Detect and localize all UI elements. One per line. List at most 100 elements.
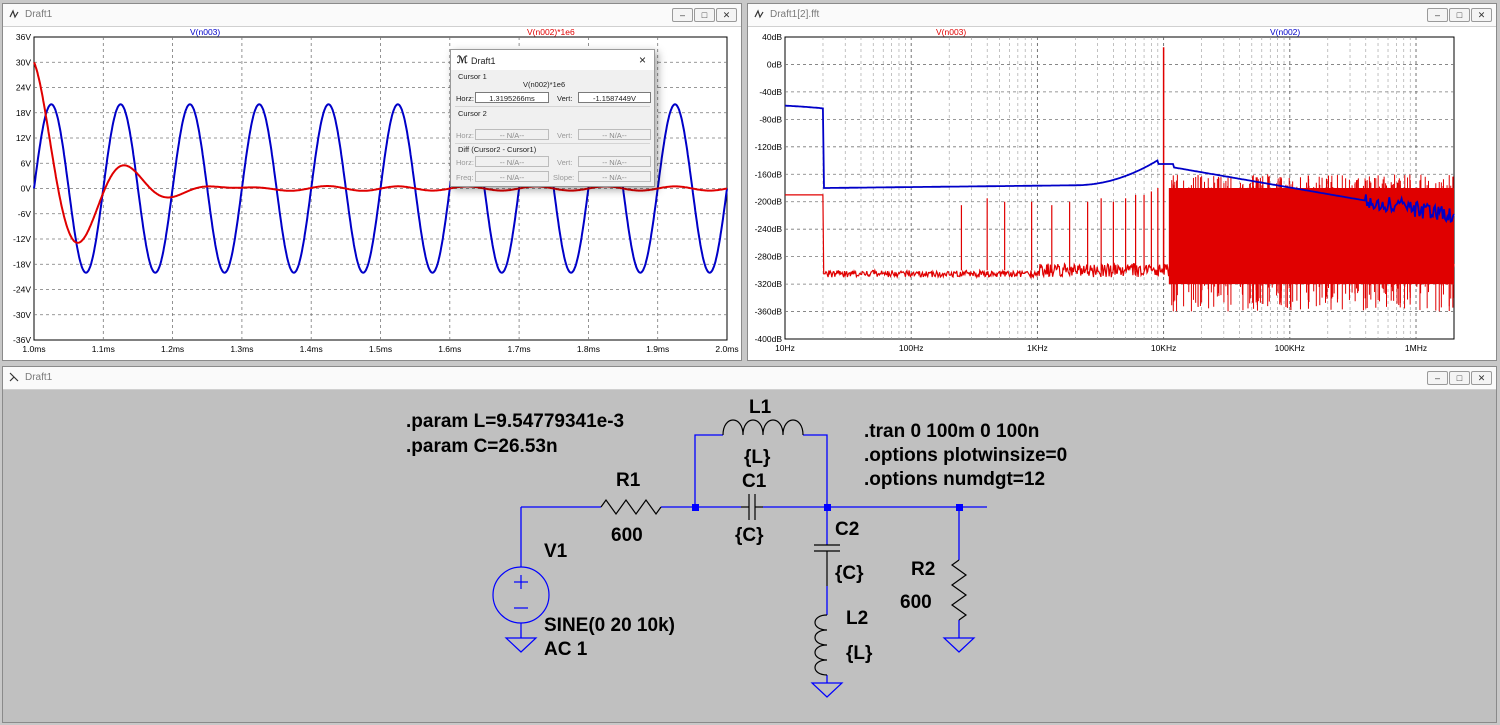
y-tick-label: 36V <box>16 32 31 42</box>
minimize-button[interactable]: – <box>1427 371 1448 385</box>
trace-label-v-n003[interactable]: V(n003) <box>190 27 220 37</box>
param-line-2[interactable]: .param C=26.53n <box>406 435 558 459</box>
r2-name[interactable]: R2 <box>911 558 935 582</box>
x-tick-label: 1.5ms <box>369 344 392 354</box>
fft-plot-area[interactable]: 40dB 0dB -40dB -80dB -120dB -160dB -200dB -240d… <box>748 27 1496 360</box>
c2-value[interactable]: {C} <box>835 562 864 586</box>
minimize-button[interactable]: – <box>1427 8 1448 22</box>
c1-value[interactable]: {C} <box>735 524 764 548</box>
y-tick-label: -160dB <box>755 169 783 179</box>
y-tick-label: 6V <box>21 158 32 168</box>
close-button[interactable]: ✕ <box>1471 371 1492 385</box>
param-line-1[interactable]: .param L=9.54779341e-3 <box>406 410 624 434</box>
x-tick-label: 100Hz <box>899 343 924 353</box>
r2-value[interactable]: 600 <box>900 591 932 615</box>
schematic-window[interactable]: Draft1 – □ ✕ <box>2 366 1497 723</box>
schematic-window-title: Draft1 <box>25 372 52 383</box>
fft-window[interactable]: Draft1[2].fft – □ ✕ 40dB 0dB -40dB -80dB -12… <box>747 3 1497 361</box>
x-tick-label: 1.2ms <box>161 344 184 354</box>
l1-inductor-symbol[interactable] <box>723 420 803 435</box>
cursor1-horz-field[interactable]: 1.3195266ms <box>475 92 549 103</box>
cursor1-vert-field[interactable]: -1.1587449V <box>578 92 651 103</box>
trace-label-v-n002[interactable]: V(n002) <box>1270 27 1300 37</box>
c2-name[interactable]: C2 <box>835 518 859 542</box>
y-tick-label: -360dB <box>755 307 783 317</box>
y-tick-label: -320dB <box>755 279 783 289</box>
cursor1-vert-label: Vert: <box>557 94 572 103</box>
v1-name[interactable]: V1 <box>544 540 567 564</box>
c1-name[interactable]: C1 <box>742 470 766 494</box>
y-tick-label: 18V <box>16 108 31 118</box>
l2-name[interactable]: L2 <box>846 607 868 631</box>
diff-slope-label: Slope: <box>553 173 574 182</box>
cursor2-horz-field: -- N/A-- <box>475 129 549 140</box>
maximize-button[interactable]: □ <box>694 8 715 22</box>
y-tick-label: 30V <box>16 57 31 67</box>
l1-name[interactable]: L1 <box>749 396 771 420</box>
cursor1-horz-label: Horz: <box>456 94 474 103</box>
minimize-button[interactable]: – <box>672 8 693 22</box>
diff-vert-field: -- N/A-- <box>578 156 651 167</box>
fft-app-icon <box>754 9 765 20</box>
cursor1-label: Cursor 1 <box>458 72 487 81</box>
cursor-dialog-title: Draft1 <box>471 56 496 66</box>
x-tick-label: 1.7ms <box>508 344 531 354</box>
x-tick-label: 1.1ms <box>92 344 115 354</box>
fft-plot[interactable]: 40dB 0dB -40dB -80dB -120dB -160dB -200dB -240d… <box>748 27 1496 360</box>
x-tick-label: 1KHz <box>1027 343 1048 353</box>
x-tick-label: 1.4ms <box>300 344 323 354</box>
schematic-canvas[interactable]: .param L=9.54779341e-3 .param C=26.53n .… <box>3 390 1496 722</box>
r2-resistor-symbol[interactable] <box>952 560 966 620</box>
cursor-app-icon: ℳ <box>457 55 468 66</box>
maximize-button[interactable]: □ <box>1449 8 1470 22</box>
trace-label-v-n003[interactable]: V(n003) <box>936 27 966 37</box>
y-tick-label: -18V <box>13 259 31 269</box>
v1-value-line-2[interactable]: AC 1 <box>544 638 587 662</box>
x-tick-label: 100KHz <box>1275 343 1305 353</box>
l2-inductor-symbol[interactable] <box>815 615 827 675</box>
r1-value[interactable]: 600 <box>611 524 643 548</box>
maximize-button[interactable]: □ <box>1449 371 1470 385</box>
x-tick-label: 1.8ms <box>577 344 600 354</box>
y-tick-label: -24V <box>13 285 31 295</box>
close-button[interactable]: ✕ <box>716 8 737 22</box>
y-tick-label: -200dB <box>755 197 783 207</box>
x-tick-label: 10Hz <box>775 343 795 353</box>
directive-line-1[interactable]: .tran 0 100m 0 100n <box>864 420 1039 444</box>
r1-name[interactable]: R1 <box>616 469 640 493</box>
directive-line-2[interactable]: .options plotwinsize=0 <box>864 444 1067 468</box>
v1-source-symbol[interactable] <box>493 560 549 630</box>
close-icon[interactable]: × <box>639 53 646 67</box>
fft-titlebar[interactable]: Draft1[2].fft – □ ✕ <box>748 4 1496 27</box>
x-tick-label: 1.3ms <box>230 344 253 354</box>
schematic-titlebar[interactable]: Draft1 – □ ✕ <box>3 367 1496 390</box>
waveform-titlebar[interactable]: Draft1 – □ ✕ <box>3 4 741 27</box>
cursor2-horz-label: Horz: <box>456 131 474 140</box>
y-tick-label: -280dB <box>755 252 783 262</box>
l1-value[interactable]: {L} <box>744 446 770 470</box>
cursor-dialog[interactable]: ℳ Draft1 × Cursor 1 V(n002)*1e6 Horz: 1.… <box>450 49 655 187</box>
x-tick-label: 10KHz <box>1151 343 1177 353</box>
x-tick-label: 1.6ms <box>438 344 461 354</box>
close-button[interactable]: ✕ <box>1471 8 1492 22</box>
cursor-dialog-titlebar[interactable]: ℳ Draft1 × <box>451 50 654 70</box>
trace-label-v-n002[interactable]: V(n002)*1e6 <box>527 27 575 37</box>
cursor2-label: Cursor 2 <box>458 109 487 118</box>
cursor2-vert-label: Vert: <box>557 131 572 140</box>
y-tick-label: 12V <box>16 133 31 143</box>
schematic-drawing[interactable] <box>3 390 1496 723</box>
y-tick-label: 24V <box>16 83 31 93</box>
c1-capacitor-symbol[interactable] <box>741 494 763 520</box>
cursor1-trace: V(n002)*1e6 <box>523 80 565 89</box>
diff-horz-field: -- N/A-- <box>475 156 549 167</box>
directive-line-3[interactable]: .options numdgt=12 <box>864 468 1045 492</box>
y-tick-label: -240dB <box>755 224 783 234</box>
x-tick-label: 1.9ms <box>646 344 669 354</box>
v1-value-line-1[interactable]: SINE(0 20 10k) <box>544 614 675 638</box>
r1-resistor-symbol[interactable] <box>601 500 661 514</box>
l2-value[interactable]: {L} <box>846 642 872 666</box>
waveform-app-icon <box>9 9 20 20</box>
x-tick-label: 2.0ms <box>715 344 738 354</box>
x-tick-label: 1.0ms <box>22 344 45 354</box>
diff-freq-label: Freq: <box>456 173 474 182</box>
